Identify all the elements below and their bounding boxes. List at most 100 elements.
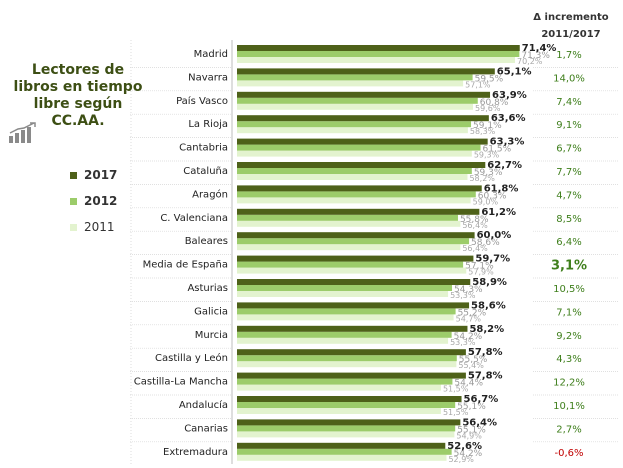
legend-label-2011: 2011 bbox=[84, 220, 115, 234]
value-label-2012-asturias: 54,3% bbox=[454, 285, 483, 295]
value-label-2017-cataluna: 62,7% bbox=[487, 160, 522, 171]
value-label-2017-extremadura: 52,6% bbox=[447, 441, 482, 452]
value-label-2011-baleares: 56,4% bbox=[462, 244, 488, 253]
bar-2017-cataluna bbox=[237, 162, 486, 168]
bar-2012-la-rioja bbox=[237, 121, 472, 128]
bar-2011-madrid bbox=[237, 57, 515, 63]
increment-header-line1: Δ incremento bbox=[533, 12, 609, 23]
value-label-2017-andalucia: 56,7% bbox=[464, 394, 499, 405]
category-label-cataluna: Cataluña bbox=[183, 166, 228, 177]
increment-value-canarias: 2,7% bbox=[556, 424, 581, 435]
bar-2017-andalucia bbox=[237, 396, 462, 402]
value-label-2017-media-de-espana: 59,7% bbox=[475, 254, 510, 265]
category-label-pais-vasco: País Vasco bbox=[176, 95, 228, 107]
increment-value-baleares: 6,4% bbox=[556, 237, 581, 248]
bar-2017-la-rioja bbox=[237, 115, 489, 122]
bar-2012-murcia bbox=[237, 331, 452, 338]
value-label-2011-pais-vasco: 59,6% bbox=[475, 104, 501, 113]
category-label-asturias: Asturias bbox=[187, 283, 228, 294]
value-label-2017-navarra: 65,1% bbox=[497, 66, 532, 77]
value-label-2017-la-rioja: 63,6% bbox=[491, 113, 526, 124]
bar-2012-galicia bbox=[237, 308, 456, 315]
bar-2017-asturias bbox=[237, 279, 471, 285]
value-label-2017-galicia: 58,6% bbox=[471, 300, 506, 311]
bar-2012-cantabria bbox=[237, 144, 481, 151]
category-label-extremadura: Extremadura bbox=[163, 447, 228, 458]
increment-value-cantabria: 6,7% bbox=[556, 144, 581, 155]
increment-value-galicia: 7,1% bbox=[556, 307, 581, 318]
increment-value-andalucia: 10,1% bbox=[553, 401, 585, 412]
legend-label-2017: 2017 bbox=[84, 168, 118, 182]
value-label-2011-extremadura: 52,9% bbox=[448, 455, 474, 464]
value-label-2012-navarra: 59,5% bbox=[475, 74, 504, 84]
value-label-2011-canarias: 54,9% bbox=[456, 431, 482, 440]
category-label-navarra: Navarra bbox=[188, 72, 228, 83]
category-label-media-de-espana: Media de España bbox=[143, 260, 228, 271]
increment-value-pais-vasco: 7,4% bbox=[556, 97, 581, 108]
value-label-2012-pais-vasco: 60,8% bbox=[480, 98, 509, 108]
increment-header: Δ incremento 2011/2017 bbox=[524, 9, 618, 43]
bar-2011-navarra bbox=[237, 80, 464, 87]
value-label-2017-castilla-y-leon: 57,8% bbox=[468, 347, 503, 358]
value-label-2017-asturias: 58,9% bbox=[472, 277, 507, 288]
legend-item-2011: 2011 bbox=[70, 214, 117, 240]
value-label-2012-cataluna: 59,3% bbox=[474, 168, 503, 178]
category-label-madrid: Madrid bbox=[194, 49, 228, 60]
value-label-2011-aragon: 59,0% bbox=[473, 197, 499, 206]
bar-2011-cataluna bbox=[237, 174, 468, 180]
bar-2012-castilla-y-leon bbox=[237, 355, 457, 362]
bar-2011-murcia bbox=[237, 337, 449, 344]
bar-2011-la-rioja bbox=[237, 127, 468, 134]
category-label-la-rioja: La Rioja bbox=[188, 119, 228, 130]
bar-2011-media-de-espana bbox=[237, 267, 467, 274]
bar-2012-canarias bbox=[237, 425, 456, 432]
bar-2011-baleares bbox=[237, 244, 461, 251]
bar-2017-c-valenciana bbox=[237, 208, 480, 215]
bar-2011-aragon bbox=[237, 197, 471, 204]
increment-value-media-de-espana: 3,1% bbox=[551, 259, 587, 274]
increment-value-asturias: 10,5% bbox=[553, 284, 585, 295]
increment-value-c-valenciana: 8,5% bbox=[556, 214, 581, 225]
value-label-2012-castilla-la-mancha: 54,4% bbox=[454, 379, 483, 389]
category-label-galicia: Galicia bbox=[194, 306, 228, 317]
increment-value-castilla-y-leon: 4,3% bbox=[556, 354, 581, 365]
value-label-2012-baleares: 58,6% bbox=[471, 238, 500, 248]
value-label-2011-andalucia: 51,5% bbox=[443, 408, 469, 417]
value-label-2011-murcia: 53,3% bbox=[450, 338, 476, 347]
value-label-2011-navarra: 57,1% bbox=[465, 80, 491, 89]
legend-swatch-2017 bbox=[70, 171, 77, 179]
bar-2012-andalucia bbox=[237, 402, 456, 408]
bar-2012-navarra bbox=[237, 74, 473, 81]
bar-2017-pais-vasco bbox=[237, 91, 491, 98]
value-label-2017-cantabria: 63,3% bbox=[490, 137, 525, 148]
increment-value-madrid: 1,7% bbox=[556, 50, 581, 61]
value-label-2012-canarias: 55,1% bbox=[457, 425, 486, 435]
bar-2017-murcia bbox=[237, 325, 468, 332]
value-label-2012-murcia: 54,2% bbox=[454, 332, 483, 342]
category-label-aragon: Aragón bbox=[192, 188, 228, 200]
bar-2011-pais-vasco bbox=[237, 103, 474, 110]
increment-value-la-rioja: 9,1% bbox=[556, 120, 581, 131]
category-label-castilla-la-mancha: Castilla-La Mancha bbox=[134, 377, 228, 388]
bar-2017-extremadura bbox=[237, 442, 446, 449]
bar-2011-andalucia bbox=[237, 408, 441, 414]
increment-value-navarra: 14,0% bbox=[553, 73, 585, 84]
value-label-2011-castilla-y-leon: 55,4% bbox=[458, 361, 484, 370]
value-label-2012-castilla-y-leon: 55,5% bbox=[459, 355, 488, 365]
value-label-2011-galicia: 54,7% bbox=[456, 314, 482, 323]
value-label-2012-madrid: 71,3% bbox=[521, 51, 550, 61]
legend-item-2017: 2017 bbox=[70, 162, 117, 188]
value-label-2011-madrid: 70,2% bbox=[517, 57, 543, 66]
value-label-2017-c-valenciana: 61,2% bbox=[481, 207, 516, 218]
bar-2017-castilla-y-leon bbox=[237, 349, 466, 356]
legend-label-2012: 2012 bbox=[84, 194, 118, 208]
bar-2011-canarias bbox=[237, 431, 455, 438]
bar-2017-cantabria bbox=[237, 138, 488, 145]
bar-2011-asturias bbox=[237, 291, 449, 297]
category-label-andalucia: Andalucía bbox=[179, 399, 228, 411]
value-label-2017-canarias: 56,4% bbox=[462, 417, 497, 428]
category-label-murcia: Murcia bbox=[195, 330, 228, 341]
bar-2012-cataluna bbox=[237, 168, 472, 174]
value-label-2011-cantabria: 59,3% bbox=[474, 151, 500, 160]
